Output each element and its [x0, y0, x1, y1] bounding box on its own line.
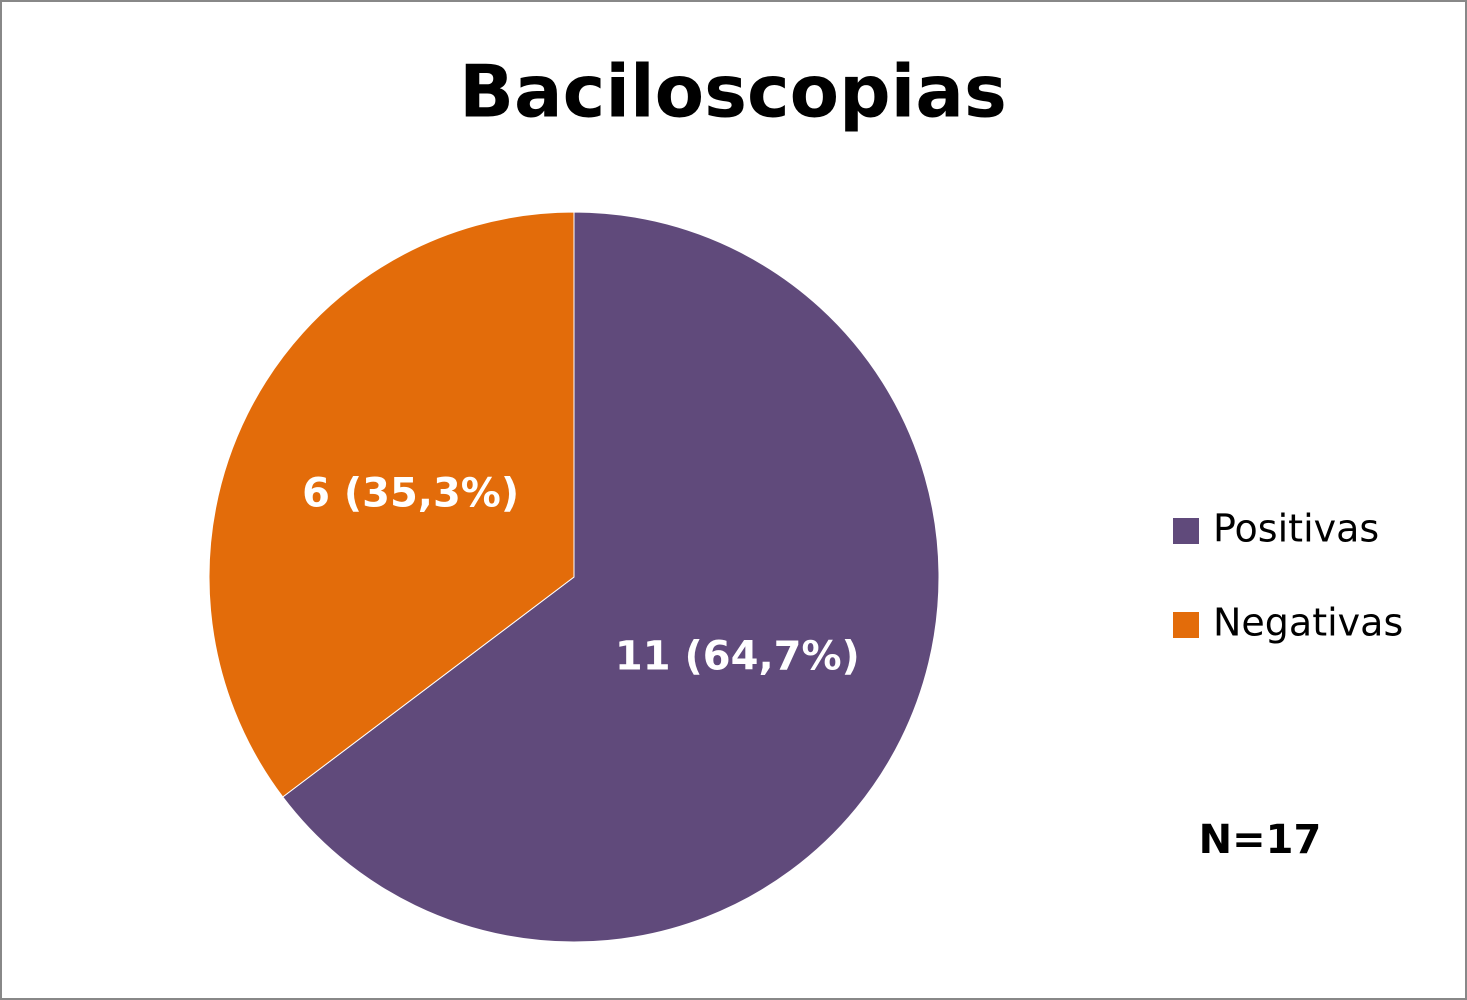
legend-label: Negativas	[1213, 601, 1403, 645]
legend-label: Positivas	[1213, 507, 1379, 551]
pie-slice	[208, 211, 575, 798]
legend-swatch	[1173, 518, 1199, 544]
annotation: N=17	[1199, 817, 1322, 863]
data-label: 11 (64,7%)	[615, 633, 860, 679]
data-label: 6 (35,3%)	[302, 471, 519, 517]
chart-title: Baciloscopias	[459, 50, 1007, 134]
legend-swatch	[1173, 612, 1199, 638]
pie-slice	[282, 211, 940, 943]
